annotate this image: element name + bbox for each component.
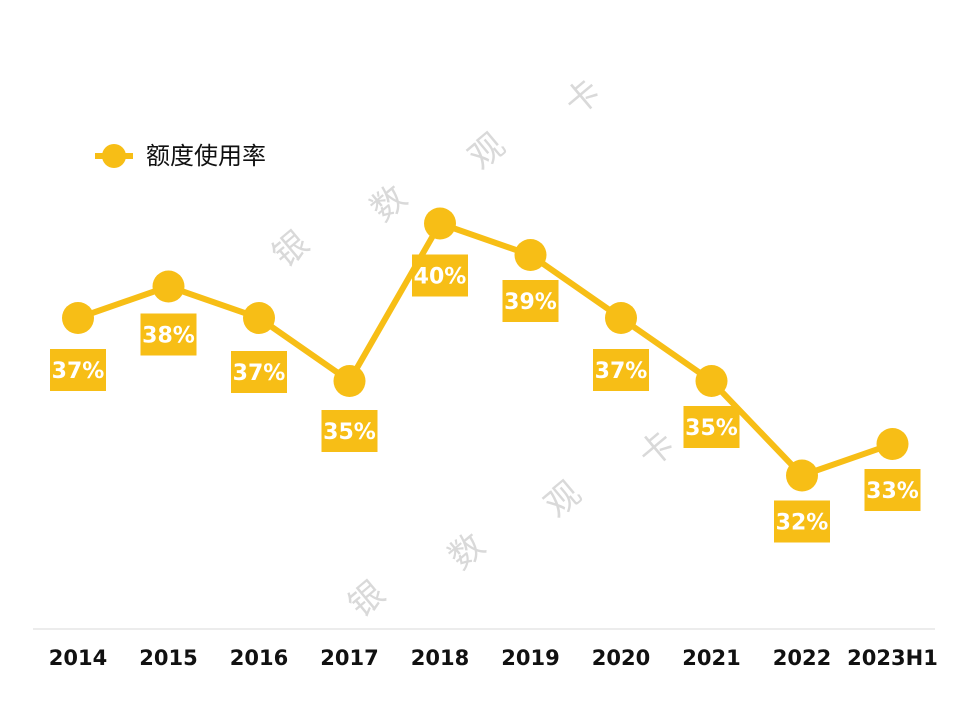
data-label: 33% [866, 479, 919, 504]
data-point [695, 365, 728, 397]
data-label: 32% [776, 511, 829, 536]
data-label-box [231, 351, 287, 393]
x-tick-label: 2015 [139, 646, 197, 670]
data-point [514, 239, 547, 271]
x-tick-label: 2018 [411, 646, 469, 670]
data-label-box [864, 469, 921, 511]
data-label-box [140, 313, 197, 356]
x-tick-label: 2023H1 [847, 646, 938, 670]
watermark-char: 观 [537, 473, 589, 525]
legend-label: 额度使用率 [146, 142, 266, 170]
watermark-char: 银 [265, 223, 317, 275]
watermark-char: 卡 [631, 423, 683, 475]
watermark-char: 银 [341, 573, 393, 625]
watermark-char: 数 [441, 525, 493, 577]
data-label: 35% [685, 416, 738, 441]
x-tick-label: 2014 [49, 646, 107, 670]
data-label: 37% [52, 359, 105, 384]
x-tick-label: 2017 [320, 646, 378, 670]
x-tick-label: 2021 [682, 646, 740, 670]
data-point [786, 459, 818, 492]
data-label: 37% [595, 359, 648, 384]
data-label-box [412, 254, 468, 297]
watermark-char: 卡 [557, 71, 609, 123]
series-line [75, 220, 896, 479]
legend: 额度使用率 [95, 142, 266, 170]
watermark: 银 数 观 卡 银 数 观 卡 [265, 71, 683, 625]
data-label-box [683, 406, 740, 448]
x-tick-label: 2020 [592, 646, 650, 670]
data-label: 40% [414, 265, 467, 290]
data-point [605, 302, 637, 334]
data-point [424, 207, 456, 240]
x-axis-tick-labels: 2014 2015 2016 2017 2018 2019 2020 2021 2022 2023… [49, 646, 938, 670]
data-label-box [774, 500, 830, 543]
watermark-char: 观 [461, 125, 513, 177]
data-label: 38% [142, 324, 195, 349]
data-label: 37% [233, 361, 286, 386]
data-label-box [502, 280, 559, 322]
x-tick-label: 2019 [501, 646, 559, 670]
data-label-box [50, 349, 106, 391]
data-label-box [321, 410, 378, 452]
x-tick-label: 2016 [230, 646, 288, 670]
data-labels: 37% 38% 37% 35% 40% 39% 37% 35% 32% 33% [50, 254, 921, 543]
watermark-char: 数 [363, 177, 415, 229]
data-label: 39% [504, 290, 557, 315]
data-point [62, 302, 94, 334]
data-label-box [593, 349, 649, 391]
data-points [62, 207, 909, 492]
legend-dot-marker [102, 144, 126, 168]
data-point [876, 428, 909, 460]
data-point [152, 270, 185, 303]
data-point [333, 365, 366, 397]
data-label: 35% [323, 420, 376, 445]
data-point [243, 302, 275, 334]
x-tick-label: 2022 [773, 646, 831, 670]
